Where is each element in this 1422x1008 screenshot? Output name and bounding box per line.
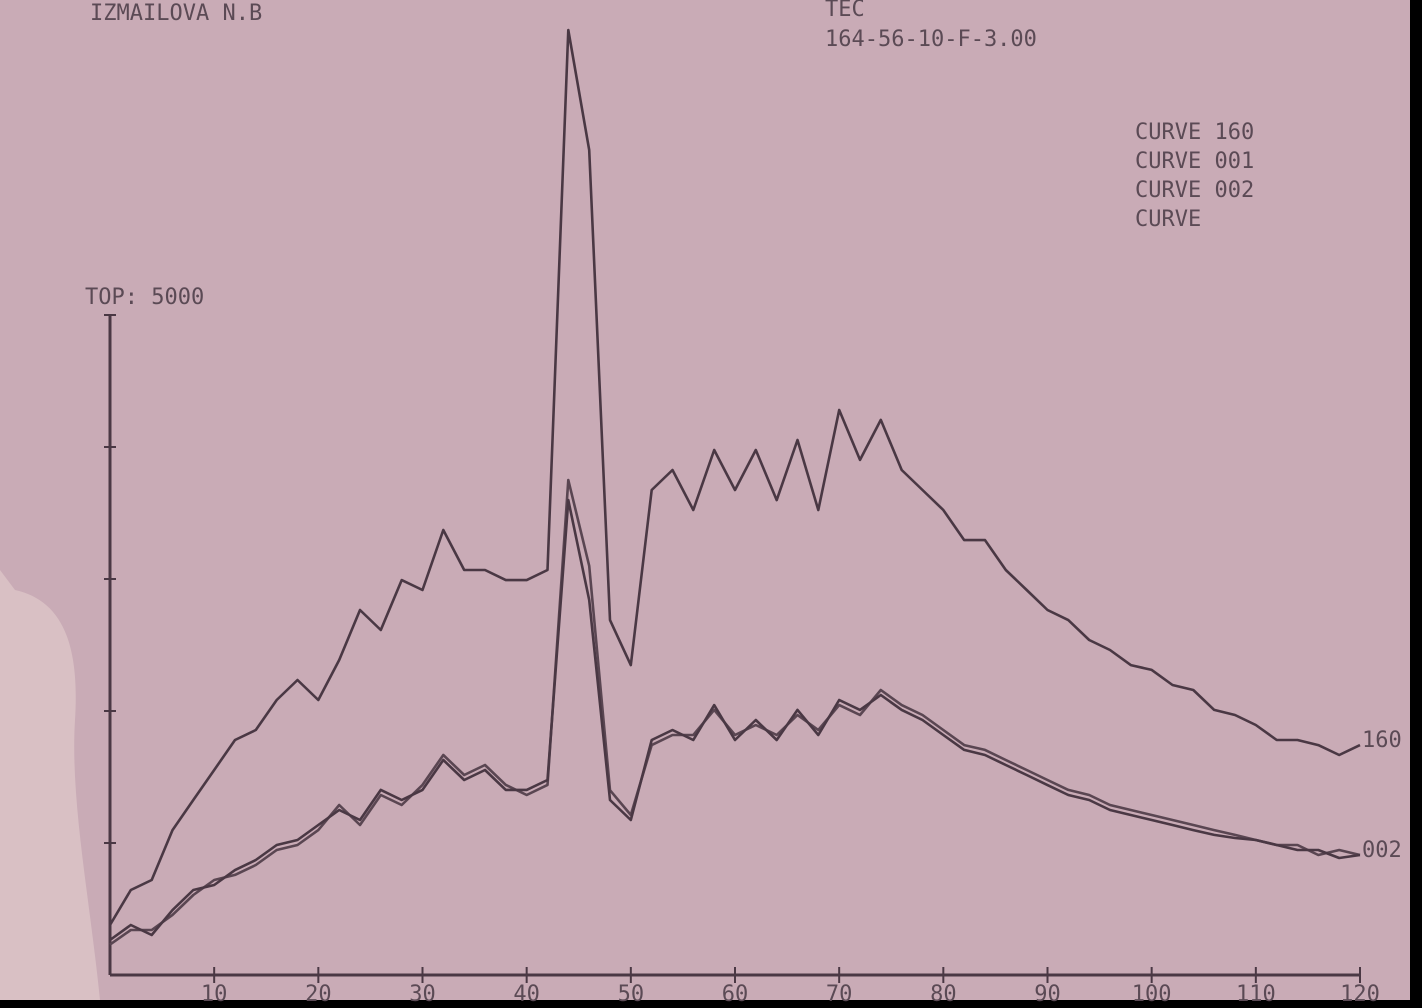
top-label: TOP: 5000 bbox=[85, 285, 204, 310]
x-tick-label: 50 bbox=[618, 982, 645, 1007]
x-tick-label: 10 bbox=[201, 982, 228, 1007]
end-label: 160 bbox=[1362, 728, 1402, 753]
x-tick-label: 40 bbox=[513, 982, 540, 1007]
x-tick-label: 120 bbox=[1340, 982, 1380, 1007]
x-tick-label: 80 bbox=[930, 982, 957, 1007]
series-line bbox=[109, 478, 1361, 946]
legend-entry: CURVE 160 bbox=[1135, 120, 1254, 145]
chart-subtitle: TEC bbox=[825, 0, 865, 22]
x-tick-label: 90 bbox=[1034, 982, 1061, 1007]
x-tick-label: 110 bbox=[1236, 982, 1276, 1007]
end-label: 002 bbox=[1362, 838, 1402, 863]
series-line bbox=[108, 28, 1361, 926]
series-line bbox=[109, 498, 1361, 942]
x-tick-label: 20 bbox=[305, 982, 332, 1007]
legend-entry: CURVE 001 bbox=[1135, 149, 1254, 174]
x-tick-label: 30 bbox=[409, 982, 436, 1007]
legend-entry: CURVE bbox=[1135, 207, 1201, 232]
chart-code: 164-56-10-F-3.00 bbox=[825, 27, 1037, 52]
legend-entry: CURVE 002 bbox=[1135, 178, 1254, 203]
paper-edge bbox=[0, 570, 100, 1000]
x-tick-label: 70 bbox=[826, 982, 853, 1007]
x-tick-label: 100 bbox=[1132, 982, 1172, 1007]
x-tick-label: 60 bbox=[722, 982, 749, 1007]
chart-title: IZMAILOVA N.B bbox=[90, 1, 262, 26]
